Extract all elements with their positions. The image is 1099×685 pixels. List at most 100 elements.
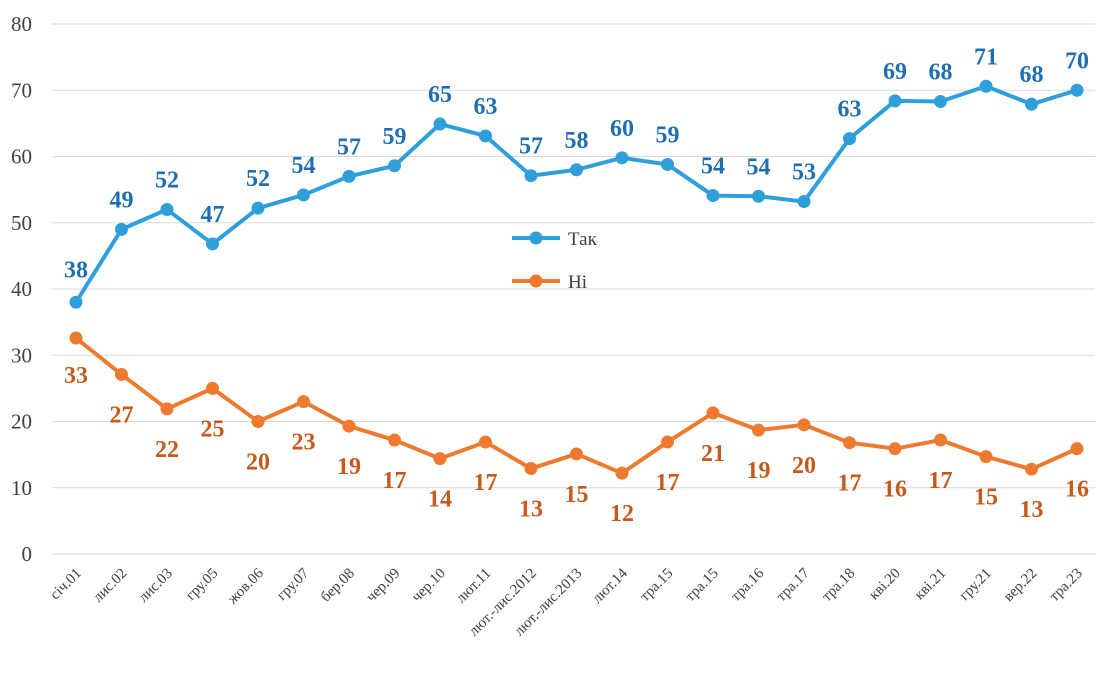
y-tick-label: 30 bbox=[11, 343, 32, 367]
data-label: 17 bbox=[656, 470, 680, 496]
data-point bbox=[843, 436, 856, 450]
data-point bbox=[615, 466, 629, 480]
y-tick-label: 20 bbox=[11, 410, 32, 434]
data-label: 60 bbox=[610, 116, 634, 142]
data-point bbox=[570, 447, 583, 461]
data-point bbox=[206, 237, 219, 251]
data-label: 19 bbox=[337, 454, 361, 480]
x-tick-label: кві.20 bbox=[866, 566, 904, 604]
data-point bbox=[160, 203, 174, 216]
data-label: 69 bbox=[883, 59, 907, 85]
data-label: 58 bbox=[565, 128, 589, 154]
y-axis-ticks: 0 10 20 30 40 50 60 70 80 bbox=[11, 12, 32, 566]
x-tick-label: гру.05 bbox=[183, 566, 221, 604]
data-point bbox=[433, 452, 447, 466]
x-tick-label: тра.16 bbox=[728, 565, 768, 605]
data-point bbox=[160, 402, 174, 416]
data-point bbox=[479, 129, 492, 143]
data-label: 54 bbox=[747, 154, 771, 180]
data-label: 25 bbox=[201, 416, 225, 442]
data-point bbox=[206, 381, 219, 395]
x-tick-label: бер.08 bbox=[318, 566, 358, 606]
x-tick-label: тра.18 bbox=[819, 566, 858, 605]
x-tick-label: вер.22 bbox=[1001, 566, 1041, 606]
data-labels: 38 49 52 47 52 54 57 59 65 63 57 58 60 59 54 54 53 63 69 68… bbox=[64, 44, 1089, 527]
x-tick-label: лют.14 bbox=[589, 565, 631, 607]
data-label: 27 bbox=[110, 402, 134, 428]
x-tick-label: лис.03 bbox=[136, 566, 176, 606]
data-label: 22 bbox=[155, 437, 179, 463]
data-point bbox=[342, 169, 356, 183]
data-label: 15 bbox=[565, 482, 589, 508]
x-tick-label: тра.15 bbox=[637, 566, 676, 605]
data-label: 54 bbox=[701, 154, 725, 180]
data-point bbox=[524, 169, 538, 183]
data-label: 57 bbox=[337, 134, 361, 160]
data-label: 52 bbox=[246, 166, 270, 192]
y-tick-label: 10 bbox=[11, 476, 32, 500]
series-lines bbox=[69, 79, 1084, 480]
data-label: 68 bbox=[1020, 62, 1044, 88]
data-label: 59 bbox=[656, 122, 680, 148]
y-tick-label: 0 bbox=[22, 542, 33, 566]
data-point bbox=[342, 419, 356, 433]
y-tick-label: 50 bbox=[11, 211, 32, 235]
data-point bbox=[888, 94, 902, 108]
data-label: 57 bbox=[519, 134, 543, 160]
x-tick-label: тра.23 bbox=[1046, 566, 1085, 605]
legend-label: Ні bbox=[568, 272, 587, 293]
legend-label: Так bbox=[568, 229, 598, 250]
x-tick-label: гру.07 bbox=[274, 565, 313, 604]
data-label: 33 bbox=[64, 363, 88, 389]
data-point bbox=[524, 462, 538, 476]
data-label: 70 bbox=[1065, 48, 1089, 74]
data-point bbox=[570, 163, 583, 177]
x-tick-label: чер.10 bbox=[409, 566, 449, 606]
y-tick-label: 80 bbox=[11, 12, 32, 36]
legend-swatch-marker bbox=[529, 274, 543, 288]
data-label: 15 bbox=[974, 485, 998, 511]
x-tick-label: лют.11 bbox=[453, 566, 494, 607]
data-label: 12 bbox=[610, 501, 634, 527]
data-point bbox=[388, 159, 401, 173]
data-point bbox=[934, 95, 947, 109]
data-label: 19 bbox=[747, 458, 771, 484]
data-point bbox=[752, 423, 765, 437]
x-tick-label: чер.09 bbox=[363, 566, 403, 606]
data-label: 68 bbox=[929, 60, 953, 86]
data-point bbox=[69, 295, 83, 309]
data-label: 54 bbox=[292, 153, 316, 179]
data-label: 65 bbox=[428, 82, 452, 108]
data-label: 49 bbox=[110, 187, 134, 213]
data-point bbox=[979, 79, 993, 93]
y-tick-label: 40 bbox=[11, 277, 32, 301]
data-point bbox=[706, 406, 720, 420]
data-label: 23 bbox=[292, 430, 316, 456]
data-point bbox=[661, 435, 674, 449]
data-label: 71 bbox=[974, 44, 998, 70]
data-point bbox=[115, 367, 128, 381]
data-point bbox=[843, 132, 856, 146]
data-point bbox=[433, 117, 447, 131]
x-tick-label: тра.17 bbox=[773, 565, 813, 605]
data-label: 17 bbox=[838, 471, 862, 497]
data-point bbox=[797, 418, 811, 432]
data-point bbox=[661, 157, 674, 171]
data-point bbox=[615, 151, 629, 165]
data-point bbox=[706, 189, 720, 203]
data-label: 38 bbox=[64, 257, 88, 283]
data-label: 47 bbox=[201, 202, 225, 228]
legend-swatch-marker bbox=[529, 231, 543, 245]
data-point bbox=[297, 395, 310, 409]
x-tick-label: кві.21 bbox=[912, 566, 950, 604]
x-tick-label: лис.02 bbox=[90, 566, 130, 606]
gridlines bbox=[52, 23, 1095, 555]
data-label: 63 bbox=[474, 94, 498, 120]
data-point bbox=[752, 189, 765, 203]
data-label: 53 bbox=[792, 160, 816, 186]
x-tick-label: січ.01 bbox=[47, 566, 85, 604]
y-tick-label: 70 bbox=[11, 78, 32, 102]
data-point bbox=[297, 188, 310, 202]
data-label: 17 bbox=[929, 468, 953, 494]
